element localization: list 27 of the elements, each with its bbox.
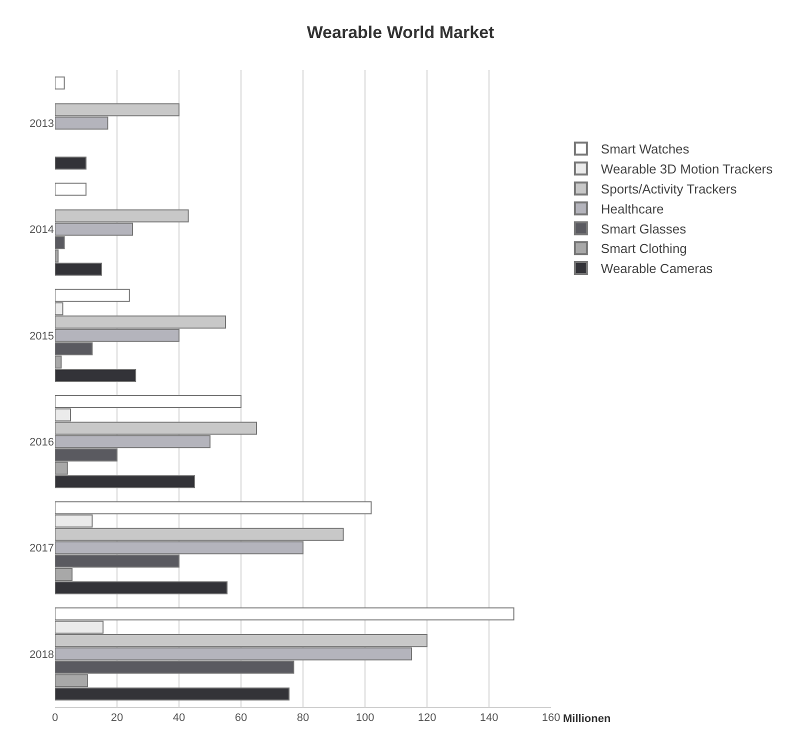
- legend-label: Wearable Cameras: [600, 261, 714, 276]
- x-tick-label: 80: [296, 712, 310, 724]
- bar: [55, 182, 86, 196]
- x-axis-title: Millionen: [563, 713, 611, 725]
- y-tick-label: 2016: [30, 436, 54, 448]
- x-tick-label: 60: [234, 712, 248, 724]
- x-tick-label: 0: [52, 712, 58, 724]
- y-tick-label: 2017: [30, 542, 54, 555]
- legend-label: Healthcare: [600, 201, 664, 216]
- bar: [55, 156, 86, 170]
- legend-label: Smart Glasses: [600, 221, 687, 236]
- y-tick-label: 2015: [30, 330, 54, 342]
- y-tick-label: 2018: [30, 648, 54, 661]
- x-tick-label: 20: [110, 712, 124, 724]
- x-tick-label: 120: [418, 712, 436, 724]
- y-tick-label: 2014: [30, 224, 54, 236]
- legend-label: Sports/Activity Trackers: [600, 182, 738, 197]
- x-tick-label: 140: [480, 712, 498, 724]
- chart-title: Wearable World Market: [306, 23, 495, 42]
- x-tick-label: 40: [172, 712, 186, 724]
- y-tick-label: 2013: [30, 118, 54, 130]
- x-tick-label: 160: [542, 712, 560, 724]
- bar: [55, 76, 65, 90]
- x-tick-label: 100: [356, 712, 374, 724]
- legend-label: Wearable 3D Motion Trackers: [600, 162, 774, 177]
- legend-label: Smart Watches: [600, 142, 690, 157]
- legend-label: Smart Clothing: [600, 241, 687, 256]
